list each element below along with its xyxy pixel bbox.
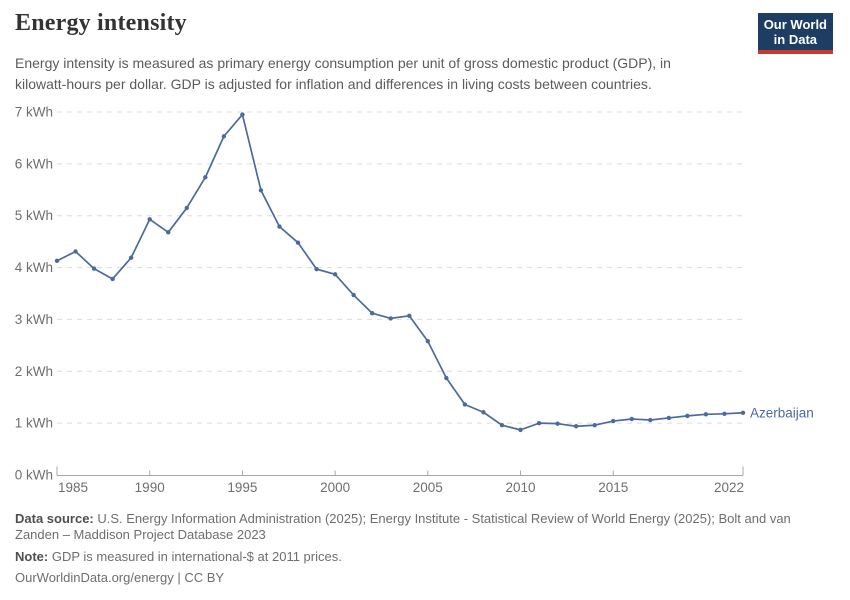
data-point[interactable] (740, 410, 746, 415)
data-point[interactable] (240, 112, 245, 117)
x-axis-label: 1985 (58, 480, 88, 495)
data-point[interactable] (722, 411, 727, 417)
owid-logo-text: Our World (763, 17, 827, 32)
data-point[interactable] (277, 224, 282, 229)
data-point[interactable] (407, 313, 412, 318)
data-point[interactable] (351, 292, 356, 298)
subtitle-line: Energy intensity is measured as primary … (15, 55, 671, 71)
chart-footer: Data source: U.S. Energy Information Adm… (15, 511, 845, 586)
data-point[interactable] (444, 375, 449, 381)
note-line: Note: GDP is measured in international-$… (15, 549, 845, 565)
owid-logo-text: in Data (773, 32, 818, 47)
data-point[interactable] (258, 188, 264, 193)
x-axis-label: 2022 (714, 480, 744, 495)
license-text: | CC BY (173, 570, 225, 585)
data-point[interactable] (184, 205, 189, 211)
data-point[interactable] (536, 420, 542, 426)
y-axis-label: 5 kWh (15, 208, 53, 223)
data-point[interactable] (203, 175, 208, 180)
note-text: GDP is measured in international-$ at 20… (48, 549, 342, 564)
data-point[interactable] (703, 412, 709, 417)
data-point[interactable] (73, 249, 78, 254)
y-axis-label: 1 kWh (15, 416, 53, 431)
data-point[interactable] (332, 272, 338, 277)
y-axis-label: 7 kWh (15, 105, 53, 120)
y-axis-label: 6 kWh (15, 156, 53, 171)
data-point[interactable] (573, 424, 579, 429)
x-axis-label: 2010 (505, 480, 535, 495)
owid-energy-link[interactable]: OurWorldinData.org/energy (15, 570, 174, 585)
note-label: Note: (15, 549, 49, 564)
y-axis-label: 0 kWh (15, 468, 53, 483)
data-point[interactable] (147, 217, 152, 222)
x-axis-label: 2015 (598, 480, 628, 495)
owid-logo[interactable]: Our World in Data (757, 13, 833, 54)
y-axis-label: 4 kWh (15, 260, 53, 275)
citation-line: OurWorldinData.org/energy | CC BY (15, 570, 845, 586)
x-axis-label: 1990 (135, 480, 165, 495)
data-point[interactable] (462, 402, 468, 407)
data-point[interactable] (166, 230, 171, 235)
y-axis-label: 3 kWh (15, 312, 53, 327)
x-axis-label: 2000 (320, 480, 350, 495)
page-title: Energy intensity (15, 10, 187, 36)
data-source-line: Data source: U.S. Energy Information Adm… (15, 511, 845, 527)
data-point[interactable] (91, 266, 97, 271)
data-point[interactable] (629, 416, 634, 422)
data-point[interactable] (295, 240, 301, 245)
data-point[interactable] (499, 423, 505, 428)
data-point[interactable] (314, 266, 319, 272)
x-axis-label: 2005 (413, 480, 443, 495)
data-point[interactable] (648, 417, 653, 423)
chart-subtitle: Energy intensity is measured as primary … (15, 53, 735, 95)
data-point[interactable] (369, 311, 375, 316)
data-point[interactable] (54, 258, 60, 264)
data-point[interactable] (685, 413, 690, 419)
data-point[interactable] (666, 415, 672, 421)
subtitle-line: kilowatt-hours per dollar. GDP is adjust… (15, 76, 652, 92)
data-point[interactable] (388, 316, 393, 321)
data-point[interactable] (518, 427, 523, 433)
data-point[interactable] (481, 410, 486, 415)
data-source-text: U.S. Energy Information Administration (… (93, 511, 791, 526)
x-axis-label: 1995 (227, 480, 257, 495)
data-point[interactable] (611, 418, 616, 424)
data-point[interactable] (110, 276, 115, 282)
y-axis-label: 2 kWh (15, 364, 53, 379)
data-point[interactable] (221, 134, 227, 139)
data-point[interactable] (592, 423, 597, 428)
data-point[interactable] (425, 339, 431, 344)
series-label-azerbaijan[interactable]: Azerbaijan (750, 405, 814, 420)
data-point[interactable] (128, 255, 134, 260)
data-point[interactable] (555, 421, 560, 426)
series-line-azerbaijan[interactable] (56, 113, 744, 431)
data-source-line: Zanden – Maddison Project Database 2023 (15, 527, 266, 542)
data-source-label: Data source: (15, 511, 94, 526)
